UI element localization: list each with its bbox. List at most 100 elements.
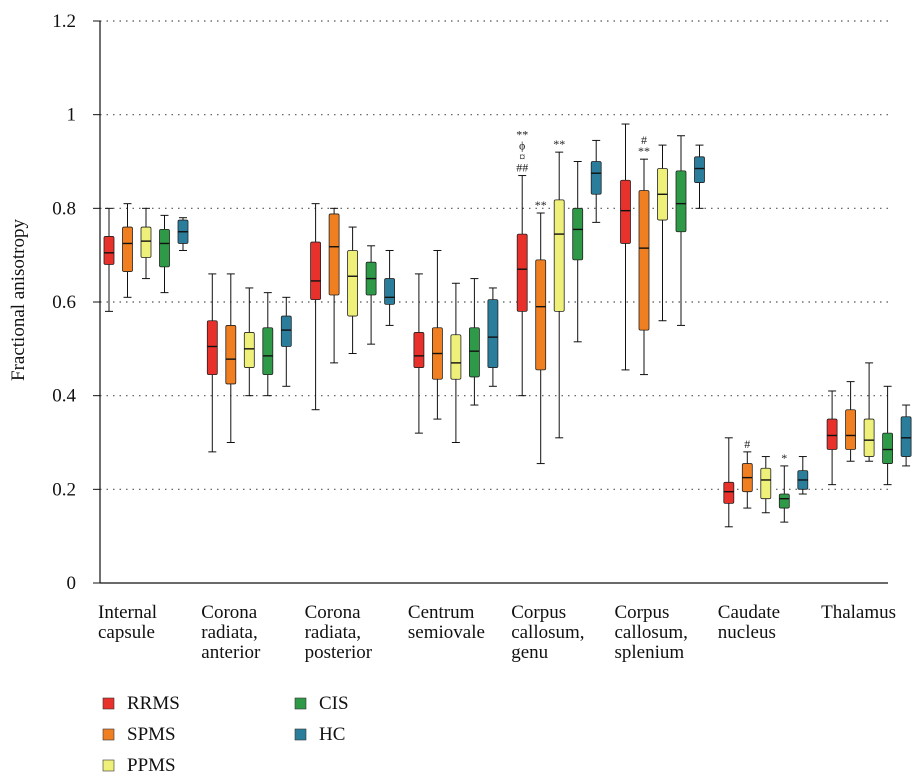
box-rrms-7 bbox=[826, 390, 838, 486]
significance-marker: ## bbox=[516, 161, 528, 175]
box-rrms-3 bbox=[413, 273, 425, 434]
y-tick-label: 1.2 bbox=[52, 11, 76, 32]
box-ppms-7 bbox=[863, 362, 875, 462]
legend-label: CIS bbox=[319, 693, 349, 714]
legend-item-rrms: RRMS bbox=[102, 693, 180, 714]
box-iqr bbox=[590, 161, 602, 195]
box-iqr bbox=[450, 334, 462, 380]
category-label: Corpus bbox=[615, 602, 670, 623]
box-rrms-4 bbox=[516, 175, 528, 397]
box-iqr bbox=[103, 236, 115, 265]
box-rrms-0 bbox=[103, 207, 115, 312]
box-iqr bbox=[262, 327, 274, 375]
box-cis-4 bbox=[572, 161, 584, 343]
box-hc-4 bbox=[590, 139, 602, 223]
significance-marker: ** bbox=[535, 198, 547, 212]
box-iqr bbox=[159, 229, 170, 268]
box-rrms-5 bbox=[620, 123, 631, 371]
category-label: Corpus bbox=[511, 602, 566, 623]
box-iqr bbox=[694, 156, 705, 183]
box-cis-3 bbox=[468, 278, 480, 406]
box-iqr bbox=[243, 332, 255, 368]
box-iqr bbox=[328, 213, 340, 296]
legend-item-hc: HC bbox=[294, 724, 345, 745]
category-labels: InternalcapsuleCoronaradiata,anteriorCor… bbox=[98, 602, 896, 663]
box-iqr bbox=[863, 418, 875, 457]
legend-swatch bbox=[102, 697, 115, 710]
category-label: radiata, bbox=[305, 622, 361, 643]
box-iqr bbox=[516, 233, 528, 312]
box-spms-2 bbox=[328, 207, 340, 364]
box-iqr bbox=[675, 170, 687, 233]
legend-item-cis: CIS bbox=[294, 693, 349, 714]
y-tick-label: 1 bbox=[67, 105, 77, 126]
significance-marker: * bbox=[781, 451, 787, 465]
legend: RRMS SPMS PPMS CIS HC bbox=[102, 693, 349, 776]
box-spms-5 bbox=[638, 158, 650, 376]
box-iqr bbox=[384, 278, 396, 305]
box-spms-0 bbox=[122, 203, 133, 298]
y-tick-labels: 0 0.2 0.4 0.6 0.8 1 1.2 bbox=[52, 11, 76, 594]
box-hc-3 bbox=[487, 287, 499, 387]
box-hc-1 bbox=[280, 296, 292, 387]
y-tick-label: 0.6 bbox=[52, 292, 76, 313]
y-tick-label: 0 bbox=[67, 573, 77, 594]
box-ppms-2 bbox=[347, 226, 359, 355]
category-label: splenium bbox=[615, 642, 685, 663]
legend-label: PPMS bbox=[127, 755, 176, 776]
box-cis-0 bbox=[159, 214, 170, 294]
category-label: Caudate bbox=[718, 602, 780, 623]
box-spms-1 bbox=[225, 273, 237, 443]
box-iqr bbox=[826, 418, 838, 450]
box-iqr bbox=[413, 332, 425, 368]
category-label: callosum, bbox=[615, 622, 688, 643]
box-rrms-6 bbox=[723, 437, 735, 528]
category-label: callosum, bbox=[511, 622, 584, 643]
category-label: radiata, bbox=[201, 622, 257, 643]
category-label: anterior bbox=[201, 642, 261, 663]
box-iqr bbox=[638, 190, 650, 331]
significance-marker: ** bbox=[638, 144, 650, 158]
box-iqr bbox=[900, 416, 912, 457]
legend-swatch bbox=[294, 697, 307, 710]
box-iqr bbox=[572, 207, 584, 261]
significance-marker: # bbox=[744, 437, 750, 451]
category-label: Centrum bbox=[408, 602, 475, 623]
legend-swatch bbox=[294, 728, 307, 741]
legend-label: HC bbox=[319, 724, 345, 745]
box-rrms-2 bbox=[310, 203, 322, 411]
legend-item-spms: SPMS bbox=[102, 724, 176, 745]
legend-swatch bbox=[102, 759, 115, 772]
box-iqr bbox=[620, 179, 631, 244]
box-ppms-5 bbox=[657, 144, 668, 322]
box-hc-2 bbox=[384, 249, 396, 326]
category-label: Thalamus bbox=[821, 602, 896, 623]
category-label: Corona bbox=[201, 602, 257, 623]
box-spms-4 bbox=[535, 212, 547, 465]
box-ppms-0 bbox=[140, 207, 152, 280]
axes bbox=[93, 20, 888, 584]
category-label: nucleus bbox=[718, 622, 776, 643]
category-label: genu bbox=[511, 642, 548, 663]
box-cis-1 bbox=[262, 292, 274, 397]
category-label: posterior bbox=[305, 642, 373, 663]
box-ppms-6 bbox=[760, 456, 772, 514]
box-iqr bbox=[760, 467, 772, 500]
category-label: semiovale bbox=[408, 622, 485, 643]
box-iqr bbox=[487, 299, 499, 368]
box-rrms-1 bbox=[206, 273, 218, 453]
y-tick-label: 0.4 bbox=[52, 386, 76, 407]
box-iqr bbox=[225, 325, 237, 385]
category-label: Internal bbox=[98, 602, 157, 623]
box-cis-2 bbox=[365, 245, 377, 345]
significance-annotations: ##¤ϕ********##* bbox=[516, 128, 787, 465]
box-ppms-1 bbox=[243, 287, 255, 397]
box-hc-0 bbox=[177, 217, 189, 251]
y-axis-label: Fractional anisotropy bbox=[8, 219, 29, 381]
box-cis-5 bbox=[675, 135, 687, 326]
box-spms-3 bbox=[431, 249, 443, 420]
box-iqr bbox=[553, 199, 565, 312]
y-tick-label: 0.8 bbox=[52, 198, 76, 219]
box-iqr bbox=[468, 327, 480, 378]
